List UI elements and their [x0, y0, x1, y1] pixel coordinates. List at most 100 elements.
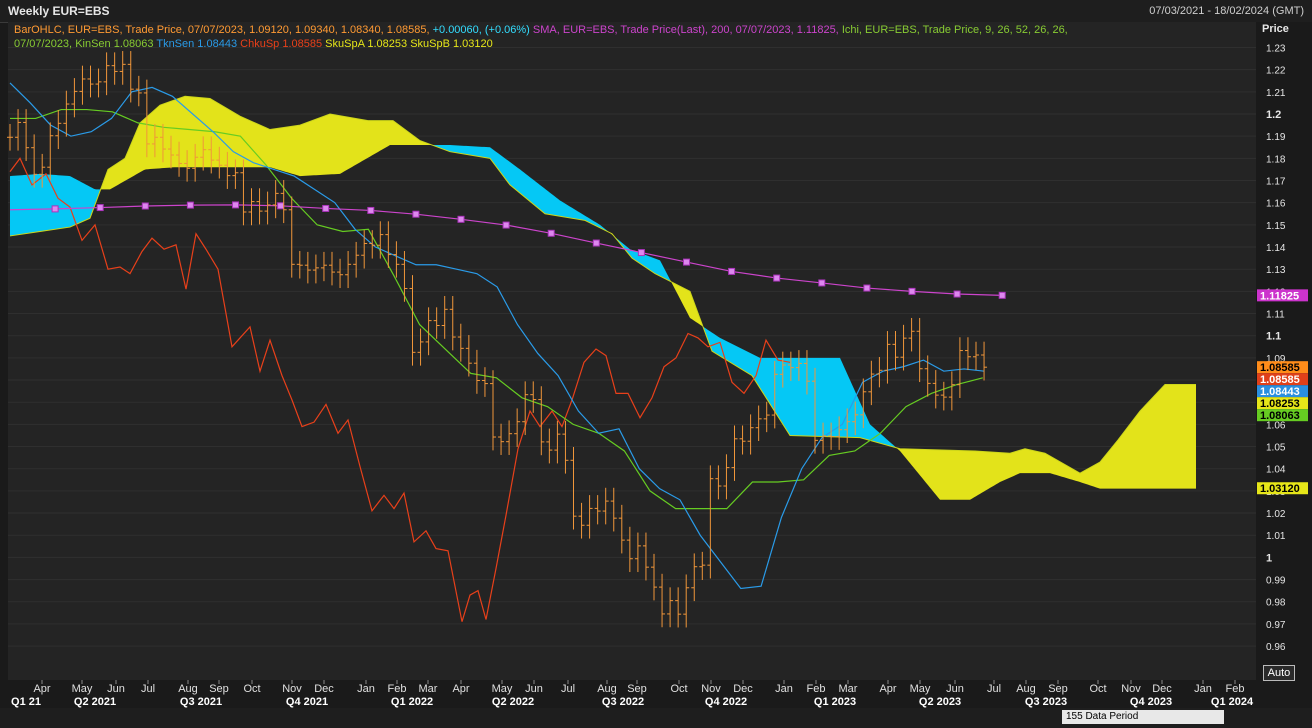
- month-label: Aug: [597, 683, 617, 695]
- sma-marker: [232, 201, 239, 209]
- kijun-line: [10, 108, 983, 510]
- price-tag-label-tknsen: 1.08443: [1260, 386, 1300, 398]
- y-tick-label: 0.98: [1266, 598, 1286, 609]
- y-tick-label: 1.23: [1266, 43, 1286, 54]
- y-tick-label: 1.1: [1266, 331, 1281, 343]
- month-label: Dec: [1152, 683, 1172, 695]
- month-label: Feb: [807, 683, 826, 695]
- legend-sma: SMA, EUR=EBS, Trade Price(Last), 200, 07…: [532, 24, 839, 36]
- y-tick-label: 1.21: [1266, 88, 1286, 99]
- price-tag-skuspb: [1257, 482, 1308, 495]
- month-label: Oct: [243, 683, 260, 695]
- month-label: Jan: [1194, 683, 1212, 695]
- price-tag-label-sma: 1.11825: [1260, 290, 1299, 302]
- price-tag-kinsen: [1257, 409, 1308, 422]
- tenkan-line: [9, 82, 985, 590]
- month-label: May: [910, 683, 931, 695]
- quarter-label: Q1 2022: [391, 696, 433, 708]
- sma-marker: [773, 274, 781, 282]
- sma-marker: [953, 290, 961, 298]
- y-tick-label: 1.22: [1266, 66, 1286, 77]
- price-axis[interactable]: [1256, 22, 1312, 680]
- sma-marker: [728, 267, 736, 275]
- month-label: Feb: [388, 683, 407, 695]
- y-tick-label: 1.16: [1266, 199, 1286, 210]
- sma-marker: [457, 215, 465, 223]
- y-tick-label: 1.04: [1266, 465, 1286, 476]
- y-tick-label: 1.13: [1266, 265, 1286, 276]
- y-tick-label: 1.14: [1266, 243, 1286, 254]
- window-title: Weekly EUR=EBS: [8, 4, 110, 18]
- y-axis-title: Price: [1262, 23, 1289, 35]
- price-tag-label-skuspa: 1.08253: [1260, 398, 1300, 410]
- bullish-cloud: [100, 96, 432, 192]
- y-tick-label: 0.96: [1266, 642, 1286, 653]
- sma-marker: [818, 279, 826, 287]
- month-label: Jul: [561, 683, 575, 695]
- quarter-label: Q2 2022: [492, 696, 534, 708]
- price-tag-label-close: 1.08585: [1260, 362, 1300, 374]
- quarter-label: Q1 21: [11, 696, 41, 708]
- legend-ichi: Ichi, EUR=EBS, Trade Price, 9, 26, 52, 2…: [841, 24, 1068, 36]
- month-label: Aug: [178, 683, 198, 695]
- y-tick-label: 0.99: [1266, 576, 1286, 587]
- month-label: Jun: [525, 683, 543, 695]
- sma-marker: [637, 249, 645, 257]
- month-label: Jan: [775, 683, 793, 695]
- sma-marker: [277, 202, 285, 210]
- legend-chkusp: ChkuSp 1.08585: [240, 38, 323, 50]
- month-label: Apr: [33, 683, 50, 695]
- month-label: Nov: [282, 683, 302, 695]
- month-label: May: [72, 683, 93, 695]
- quarter-label: Q3 2021: [180, 696, 222, 708]
- sma-marker: [908, 287, 916, 295]
- sma-marker: [322, 204, 330, 212]
- legend-bar: BarOHLC, EUR=EBS, Trade Price, 07/07/202…: [14, 24, 430, 36]
- senkou-span-a-line: [9, 95, 1196, 474]
- month-label: Mar: [839, 683, 858, 695]
- y-tick-label: 1.18: [1266, 154, 1286, 165]
- month-label: Mar: [419, 683, 438, 695]
- sma-marker: [547, 229, 555, 237]
- y-tick-label: 1.11: [1266, 310, 1285, 321]
- month-label: Jul: [141, 683, 155, 695]
- bearish-cloud: [614, 236, 670, 282]
- sma-marker: [592, 239, 600, 247]
- legend-skuspb: SkuSpB 1.03120: [410, 38, 493, 50]
- y-tick-label: 1.01: [1266, 531, 1286, 542]
- axis-labels: 0.960.970.980.9911.011.021.031.041.051.0…: [11, 23, 1308, 708]
- month-label: Oct: [1089, 683, 1106, 695]
- legend-change: +0.00060, (+0.06%): [432, 24, 530, 36]
- legend-line-2: 07/07/2023, KinSen 1.08063 TknSen 1.0844…: [14, 38, 493, 50]
- y-tick-label: 1.19: [1266, 132, 1286, 143]
- y-tick-label: 1.06: [1266, 420, 1286, 431]
- legend-tknsen: TknSen 1.08443: [156, 38, 238, 50]
- quarter-label: Q4 2021: [286, 696, 328, 708]
- y-tick-label: 1.05: [1266, 443, 1286, 454]
- bullish-cloud: [896, 384, 1196, 500]
- price-tag-chkusp: [1257, 373, 1308, 386]
- sma-line: [9, 204, 1003, 296]
- month-label: Dec: [733, 683, 753, 695]
- sma-marker: [51, 205, 59, 213]
- price-tag-label-kinsen: 1.08063: [1260, 410, 1300, 422]
- month-label: Sep: [627, 683, 647, 695]
- month-label: Apr: [452, 683, 469, 695]
- footer-bar: [0, 708, 1312, 728]
- ichimoku-cloud: [9, 95, 1196, 500]
- sma-marker: [96, 204, 104, 212]
- data-period-field[interactable]: 155 Data Period: [1062, 710, 1224, 724]
- month-label: Apr: [879, 683, 896, 695]
- quarter-label: Q2 2023: [919, 696, 961, 708]
- month-label: Jun: [107, 683, 125, 695]
- ohlc-bars: [7, 51, 988, 628]
- auto-scale-button[interactable]: Auto: [1263, 665, 1295, 681]
- sma-marker: [412, 210, 420, 218]
- price-tag-tknsen: [1257, 385, 1308, 398]
- legend-kinsen: KinSen 1.08063: [75, 38, 154, 50]
- date-range: 07/03/2021 - 18/02/2024 (GMT): [1149, 5, 1304, 17]
- sma-marker: [367, 206, 375, 214]
- sma-marker: [141, 202, 149, 210]
